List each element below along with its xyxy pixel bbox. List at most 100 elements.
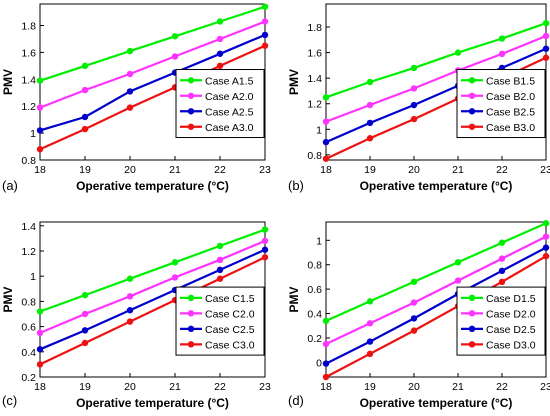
data-point [216,256,224,264]
legend-marker [187,77,195,84]
x-axis-label: Operative temperature (°C) [76,396,229,410]
data-point [171,53,179,60]
data-point [126,293,134,300]
series-line [39,256,266,366]
x-tick-label: 22 [214,381,226,393]
x-tick-label: 23 [540,381,550,393]
data-point [81,339,89,347]
x-tick-label: 20 [408,381,420,393]
legend-entry: Case D2.0 [486,308,536,320]
data-point [454,49,462,56]
data-point [36,146,44,153]
y-tick-label: 1.6 [21,47,36,59]
x-tick-label: 18 [34,381,46,393]
y-tick-label: 0.6 [307,284,322,296]
data-point [216,18,224,25]
data-point [322,373,330,381]
data-point [454,259,462,266]
x-tick-label: 23 [259,381,271,393]
data-point [366,338,374,345]
data-point [126,318,134,325]
legend-entry: Case A2.0 [205,91,254,103]
panel-label: (d) [288,393,304,408]
data-point [81,327,89,334]
data-point [322,317,330,325]
data-point [36,77,44,84]
y-tick-label: 1.8 [21,21,36,33]
x-tick-label: 22 [214,164,226,176]
y-tick-label: 1 [30,128,36,140]
y-tick-label: 1 [316,235,322,247]
data-point [261,42,269,49]
y-axis-label: PMV [1,286,15,312]
x-tick-label: 19 [364,381,376,393]
series-line [39,239,266,334]
data-point [542,32,550,40]
chart-panel-3: 18 19 20 21 22 23 0.2 0.4 0.6 0.8 1 1.2 1.4 Operative… [1,221,271,410]
data-point [322,94,330,101]
y-tick-label: 1.4 [307,73,322,85]
legend-marker [187,108,195,115]
legend-entry: Case D2.5 [486,324,536,336]
series-line [39,20,266,109]
data-point [81,86,89,94]
legend-entry: Case D3.0 [486,339,536,351]
y-axis-label: PMV [287,69,301,95]
data-point [216,242,224,250]
legend-marker [187,123,195,130]
x-tick-label: 21 [452,164,464,176]
legend-marker [187,294,195,302]
legend-entry: Case C2.0 [205,308,255,320]
series-line [325,222,547,322]
x-tick-label: 19 [79,381,91,393]
x-tick-label: 22 [496,164,508,176]
data-point [322,340,330,348]
x-tick-label: 22 [496,381,508,393]
data-point [542,252,550,260]
data-point [171,33,179,40]
x-tick-label: 20 [408,164,420,176]
data-point [322,155,330,162]
legend-entry: Case B2.5 [486,106,535,118]
y-tick-label: 0.4 [307,309,322,321]
x-tick-label: 23 [259,164,271,176]
data-point [126,104,134,111]
y-tick-label: 1.4 [21,74,36,86]
chart-panel-4: 18 19 20 21 22 23 0 0.2 0.4 0.6 0.8 1 Operative temp… [287,220,550,410]
legend-marker [468,123,476,130]
data-point [216,275,224,282]
data-point [36,346,44,353]
data-point [498,255,506,262]
data-point [126,307,134,314]
data-point [36,308,44,315]
panel-label: (a) [2,178,18,193]
x-tick-label: 21 [452,381,464,393]
legend-marker [468,310,476,317]
data-point [498,50,506,58]
data-point [542,220,550,227]
data-point [81,125,89,133]
x-tick-label: 18 [320,381,332,393]
data-point [410,299,418,306]
data-point [322,118,330,125]
data-point [81,310,89,318]
data-point [216,50,224,57]
y-tick-label: 0.8 [21,155,36,167]
series-line [39,228,266,313]
data-point [366,320,374,327]
series-line [325,34,547,123]
data-point [410,85,418,92]
data-point [261,3,269,10]
series-line [39,44,266,151]
legend-marker [187,310,195,317]
data-point [81,113,89,121]
data-point [126,47,134,55]
data-point [261,226,269,233]
y-tick-label: 1.8 [307,22,322,34]
data-point [261,246,269,253]
data-point [410,315,418,322]
x-tick-label: 19 [364,164,376,176]
data-point [410,278,418,286]
legend-entry: Case A3.0 [205,122,254,134]
data-point [366,78,374,86]
